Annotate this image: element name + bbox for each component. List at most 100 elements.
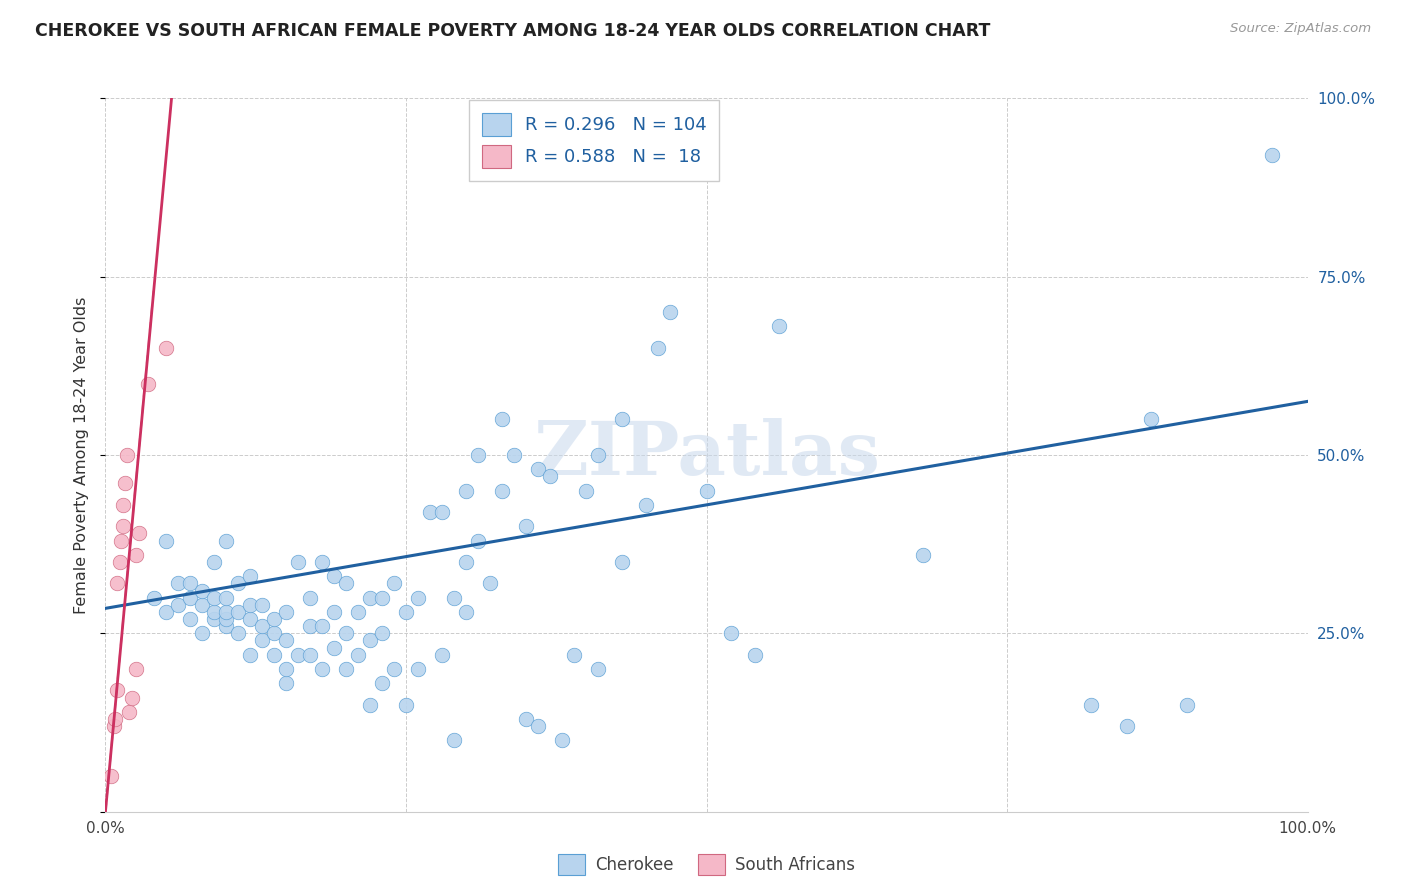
Point [263, 648, 285, 662]
Point [190, 583, 212, 598]
Point [454, 605, 477, 619]
Point [406, 662, 429, 676]
Point [311, 555, 333, 569]
Point [503, 448, 526, 462]
Point [382, 576, 405, 591]
Point [359, 591, 381, 605]
Point [298, 619, 321, 633]
Point [395, 698, 418, 712]
Point [322, 605, 344, 619]
Point [347, 605, 370, 619]
Point [430, 505, 453, 519]
Point [311, 662, 333, 676]
Point [322, 569, 344, 583]
Point [214, 591, 236, 605]
Point [166, 576, 188, 591]
Point [239, 569, 262, 583]
Point [287, 555, 309, 569]
Point [239, 612, 262, 626]
Point [322, 640, 344, 655]
Point [335, 626, 357, 640]
Point [108, 555, 131, 569]
Point [179, 612, 201, 626]
Point [419, 505, 441, 519]
Point [274, 676, 297, 690]
Point [274, 662, 297, 676]
Point [371, 591, 394, 605]
Point [214, 605, 236, 619]
Point [744, 648, 766, 662]
Point [250, 619, 273, 633]
Point [479, 576, 502, 591]
Point [347, 648, 370, 662]
Point [136, 376, 159, 391]
Point [263, 612, 285, 626]
Point [575, 483, 598, 498]
Point [612, 412, 634, 426]
Point [359, 633, 381, 648]
Point [538, 469, 561, 483]
Point [1116, 719, 1139, 733]
Point [179, 591, 201, 605]
Point [911, 548, 934, 562]
Point [612, 555, 634, 569]
Point [142, 591, 165, 605]
Point [298, 591, 321, 605]
Text: CHEROKEE VS SOUTH AFRICAN FEMALE POVERTY AMONG 18-24 YEAR OLDS CORRELATION CHART: CHEROKEE VS SOUTH AFRICAN FEMALE POVERTY… [35, 22, 990, 40]
Legend: Cherokee, South Africans: Cherokee, South Africans [551, 847, 862, 882]
Point [274, 605, 297, 619]
Point [588, 662, 610, 676]
Point [155, 533, 177, 548]
Point [720, 626, 742, 640]
Point [1260, 148, 1282, 162]
Point [121, 690, 143, 705]
Point [588, 448, 610, 462]
Point [274, 633, 297, 648]
Point [371, 626, 394, 640]
Point [202, 555, 225, 569]
Point [202, 605, 225, 619]
Point [467, 448, 489, 462]
Point [491, 483, 513, 498]
Point [551, 733, 574, 747]
Point [107, 576, 129, 591]
Point [226, 605, 249, 619]
Point [107, 683, 129, 698]
Point [443, 733, 465, 747]
Point [491, 412, 513, 426]
Point [214, 619, 236, 633]
Point [1080, 698, 1102, 712]
Point [647, 341, 669, 355]
Point [443, 591, 465, 605]
Point [467, 533, 489, 548]
Point [190, 626, 212, 640]
Text: ZIPatlas: ZIPatlas [533, 418, 880, 491]
Point [359, 698, 381, 712]
Point [515, 712, 537, 726]
Point [527, 719, 550, 733]
Point [454, 483, 477, 498]
Point [118, 705, 141, 719]
Point [155, 605, 177, 619]
Point [100, 769, 122, 783]
Y-axis label: Female Poverty Among 18-24 Year Olds: Female Poverty Among 18-24 Year Olds [75, 296, 90, 614]
Point [527, 462, 550, 476]
Point [214, 533, 236, 548]
Point [562, 648, 585, 662]
Point [239, 598, 262, 612]
Text: Source: ZipAtlas.com: Source: ZipAtlas.com [1230, 22, 1371, 36]
Point [179, 576, 201, 591]
Point [226, 626, 249, 640]
Point [659, 305, 682, 319]
Point [128, 526, 150, 541]
Point [1175, 698, 1198, 712]
Point [110, 533, 132, 548]
Point [395, 605, 418, 619]
Point [104, 712, 127, 726]
Point [124, 548, 146, 562]
Point [115, 448, 138, 462]
Point [263, 626, 285, 640]
Point [226, 576, 249, 591]
Point [250, 633, 273, 648]
Point [239, 648, 262, 662]
